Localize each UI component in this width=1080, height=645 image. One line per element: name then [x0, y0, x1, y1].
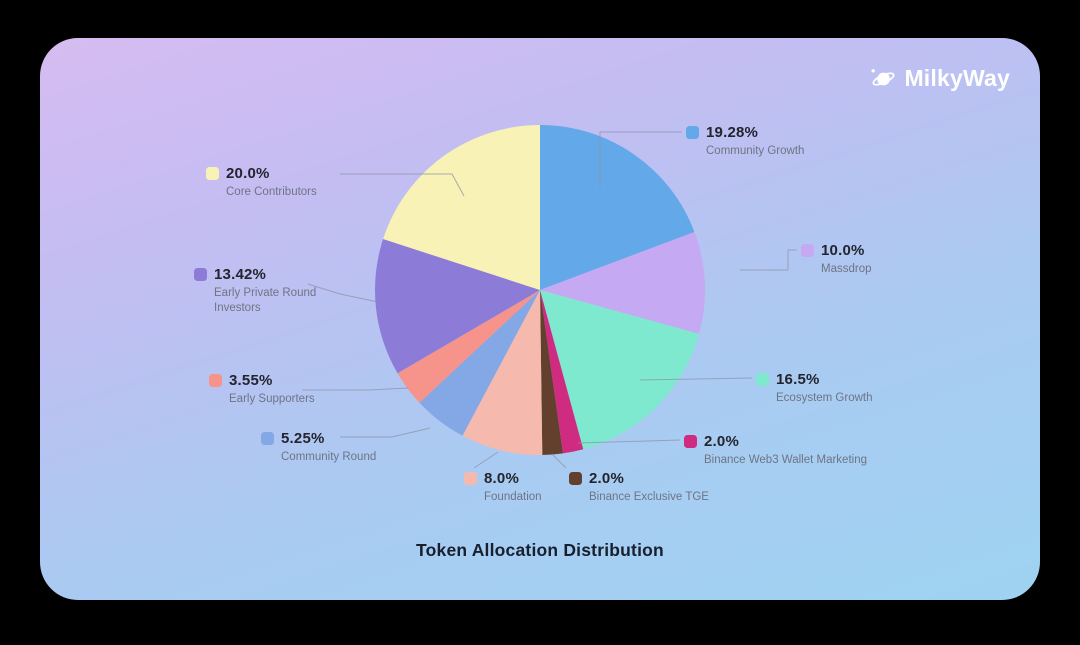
pie-slice-massdrop	[540, 231, 706, 334]
leader-line-community-growth	[599, 131, 682, 188]
leader-line-foundation	[473, 451, 499, 469]
segment-callout-binance-exclusive-tge: 2.0% Binance Exclusive TGE	[569, 470, 709, 505]
pie-slice-ecosystem-growth	[540, 290, 700, 450]
segment-callout-community-round: 5.25% Community Round	[261, 430, 376, 465]
legend-swatch-early-private-round-investors	[194, 268, 207, 281]
brand-logo: MilkyWay	[868, 64, 1010, 92]
segment-callout-core-contributors: 20.0% Core Contributors	[206, 165, 317, 200]
segment-percent: 3.55%	[229, 372, 273, 389]
legend-swatch-foundation	[464, 472, 477, 485]
segment-name: Binance Exclusive TGE	[589, 491, 709, 503]
segment-percent: 20.0%	[226, 165, 270, 182]
segment-percent: 2.0%	[704, 433, 739, 450]
pie-slice-binance-exclusive-tge	[540, 290, 563, 455]
leader-line-core-contributors	[340, 173, 465, 197]
leader-line-early-supporters	[302, 387, 409, 391]
segment-name: Community Growth	[706, 145, 805, 157]
pie-chart-area: 19.28% Community Growth 10.0% Massdrop 16.5%…	[40, 38, 1040, 600]
leader-line-binance-web3-wallet-marketing	[577, 439, 681, 444]
leader-line-ecosystem-growth	[639, 377, 753, 381]
pie-slice-binance-web3-wallet-marketing	[540, 290, 584, 454]
segment-callout-massdrop: 10.0% Massdrop	[801, 242, 872, 277]
segment-name: Core Contributors	[226, 186, 317, 198]
legend-swatch-community-round	[261, 432, 274, 445]
segment-callout-community-growth: 19.28% Community Growth	[686, 124, 804, 159]
pie-slice-early-supporters	[397, 290, 540, 403]
segment-callout-early-private-round-investors: 13.42% Early Private Round Investors	[194, 266, 324, 316]
legend-swatch-early-supporters	[209, 374, 222, 387]
legend-swatch-ecosystem-growth	[756, 373, 769, 386]
leader-line-massdrop	[740, 249, 797, 271]
pie-chart	[302, 125, 797, 469]
legend-swatch-core-contributors	[206, 167, 219, 180]
segment-name: Early Private Round Investors	[214, 287, 317, 314]
legend-swatch-massdrop	[801, 244, 814, 257]
segment-percent: 19.28%	[706, 124, 759, 141]
pie-slice-community-growth	[540, 125, 695, 290]
milkyway-planet-icon	[868, 64, 896, 92]
brand-name: MilkyWay	[904, 64, 1010, 91]
legend-swatch-binance-exclusive-tge	[569, 472, 582, 485]
segment-percent: 5.25%	[281, 430, 325, 447]
pie-slice-community-round	[419, 290, 540, 436]
chart-title: Token Allocation Distribution	[416, 540, 664, 560]
pie-slice-foundation	[462, 290, 543, 455]
segment-name: Community Round	[281, 451, 377, 463]
pie-slice-core-contributors	[383, 125, 540, 290]
token-allocation-card: MilkyWay 19.28% Community Growth 10.0% Mass…	[40, 38, 1040, 600]
segment-name: Early Supporters	[229, 393, 315, 405]
segment-name: Binance Web3 Wallet Marketing	[704, 454, 867, 466]
pie-slice-early-private-round-investors	[375, 239, 540, 374]
segment-name: Foundation	[484, 491, 542, 503]
segment-callout-early-supporters: 3.55% Early Supporters	[209, 372, 315, 407]
segment-percent: 10.0%	[821, 242, 865, 259]
segment-percent: 8.0%	[484, 470, 519, 487]
segment-callout-ecosystem-growth: 16.5% Ecosystem Growth	[756, 371, 873, 406]
segment-callout-binance-web3-wallet-marketing: 2.0% Binance Web3 Wallet Marketing	[684, 433, 867, 468]
leader-line-binance-exclusive-tge	[551, 453, 567, 469]
segment-percent: 13.42%	[214, 266, 267, 283]
segment-name: Ecosystem Growth	[776, 392, 873, 404]
segment-percent: 2.0%	[589, 470, 624, 487]
leader-line-early-private-round-investors	[307, 283, 379, 303]
legend-swatch-community-growth	[686, 126, 699, 139]
segment-callout-foundation: 8.0% Foundation	[464, 470, 542, 505]
segment-percent: 16.5%	[776, 371, 820, 388]
leader-line-community-round	[340, 427, 431, 438]
segment-name: Massdrop	[821, 263, 872, 275]
legend-swatch-binance-web3-wallet-marketing	[684, 435, 697, 448]
